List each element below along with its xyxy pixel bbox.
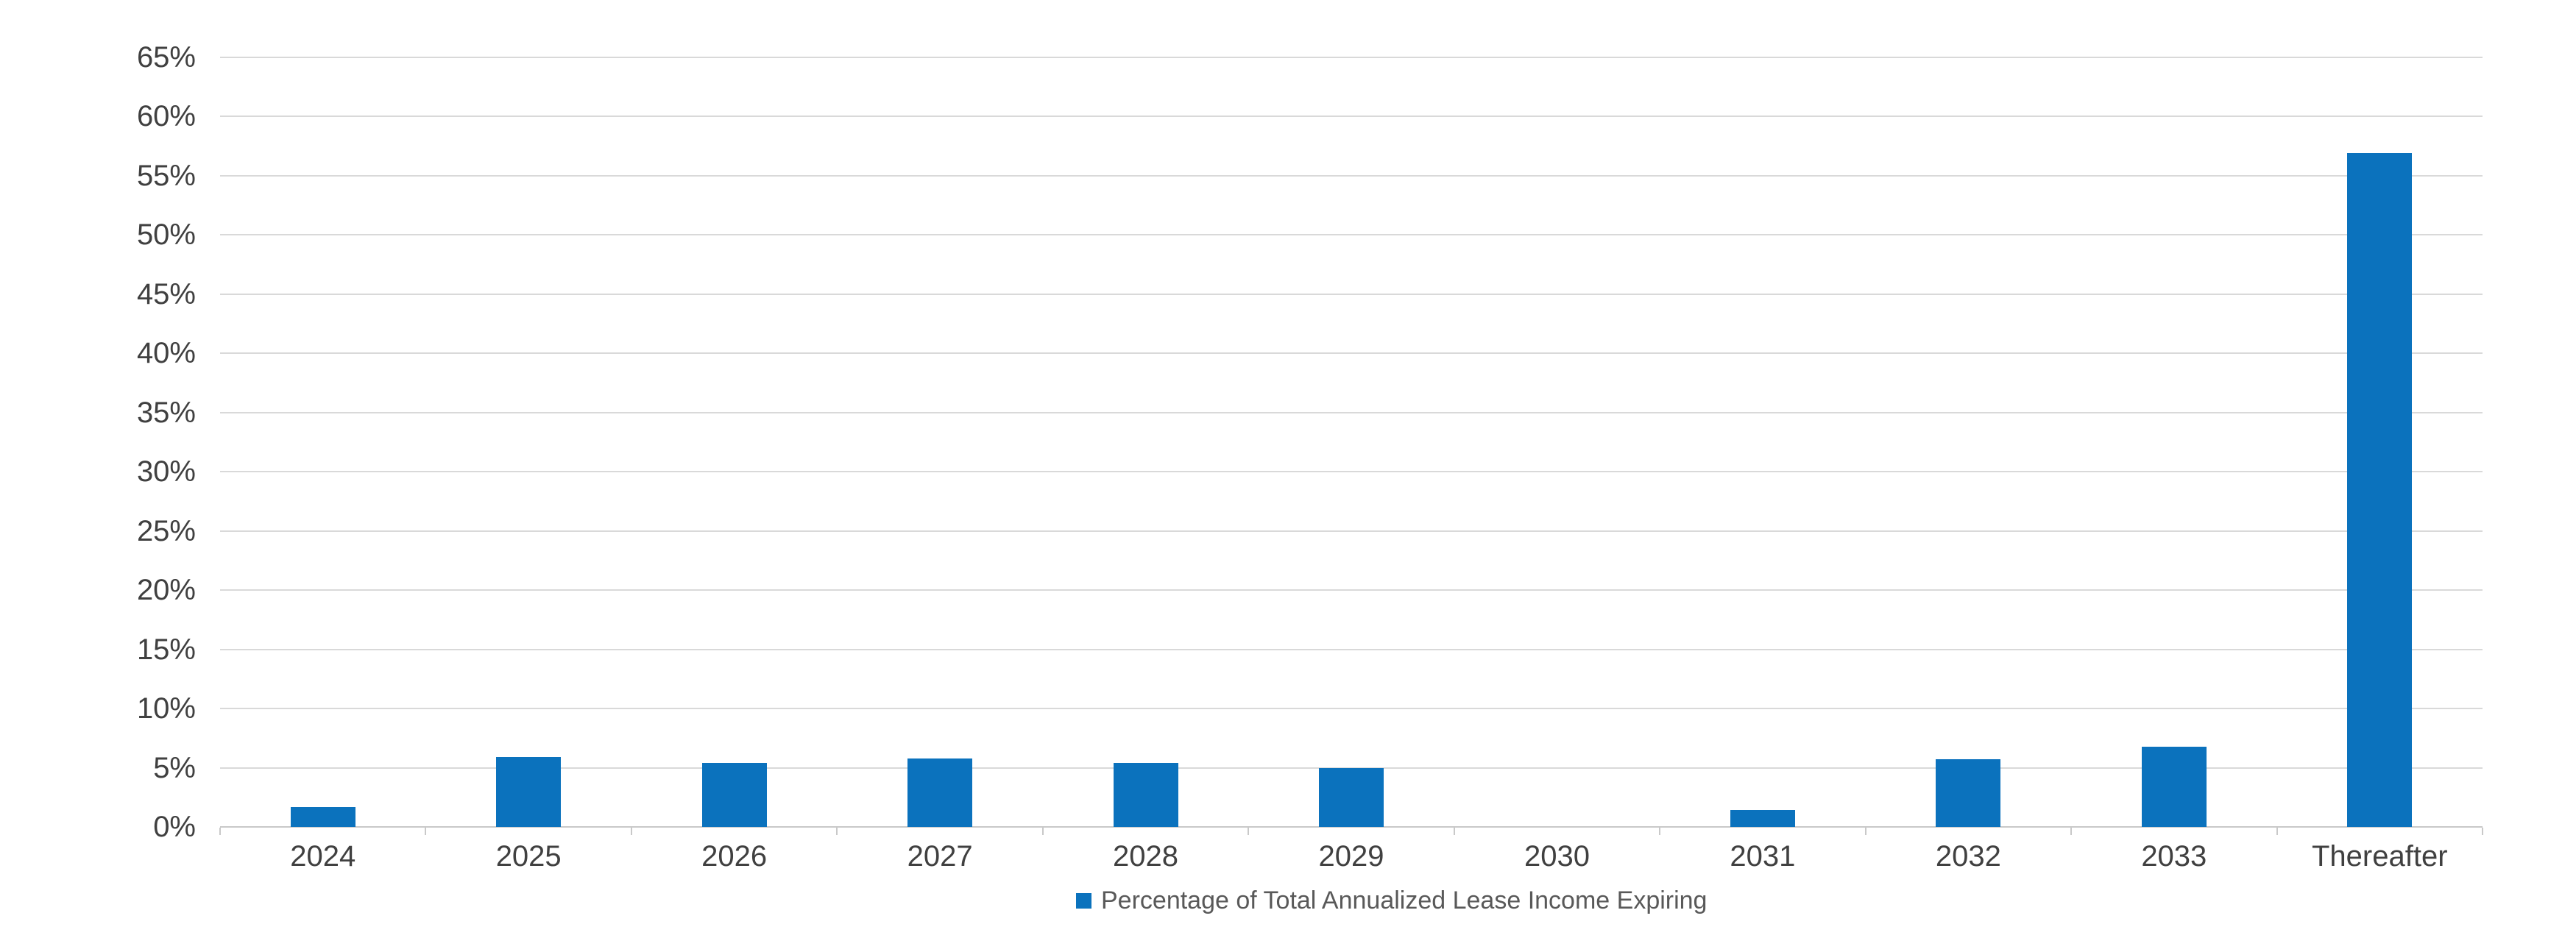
x-axis-tick-mark	[2482, 828, 2483, 835]
x-axis-tick-mark	[1659, 828, 1661, 835]
gridline-55%	[220, 174, 2483, 177]
x-axis-tick-mark	[630, 828, 632, 835]
bar-2028	[1113, 763, 1178, 827]
x-axis-tick-mark	[425, 828, 427, 835]
y-tick-label-15%: 15%	[136, 633, 196, 666]
x-axis-tick-mark	[2070, 828, 2073, 835]
x-axis-tick-mark	[1248, 828, 1250, 835]
y-tick-label-10%: 10%	[136, 692, 196, 725]
y-tick-label-0%: 0%	[153, 811, 196, 843]
bar-2026	[701, 763, 767, 827]
x-tick-label-2026: 2026	[701, 840, 768, 873]
bar-2027	[907, 758, 973, 827]
y-tick-label-50%: 50%	[136, 218, 196, 251]
y-tick-label-65%: 65%	[136, 40, 196, 74]
gridline-15%	[220, 648, 2483, 650]
y-tick-label-45%: 45%	[136, 277, 196, 310]
legend-swatch-icon	[1076, 892, 1091, 909]
x-tick-label-2029: 2029	[1318, 840, 1384, 873]
gridline-20%	[220, 589, 2483, 591]
y-tick-label-5%: 5%	[153, 751, 196, 784]
gridline-10%	[220, 708, 2483, 709]
x-tick-label-2032: 2032	[1935, 840, 2001, 873]
x-axis-tick-mark	[836, 828, 838, 835]
y-tick-label-35%: 35%	[136, 396, 196, 429]
bar-2029	[1319, 767, 1384, 827]
gridline-35%	[220, 411, 2483, 413]
gridline-45%	[220, 293, 2483, 295]
x-axis-tick-mark	[2276, 828, 2278, 835]
bar-2025	[496, 757, 562, 827]
gridline-50%	[220, 234, 2483, 235]
x-axis-tick-mark	[1041, 828, 1044, 835]
legend: Percentage of Total Annualized Lease Inc…	[1076, 884, 1707, 917]
gridline-30%	[220, 471, 2483, 472]
bar-2024	[290, 806, 355, 827]
bar-2033	[2141, 746, 2207, 827]
y-tick-label-20%: 20%	[136, 574, 196, 606]
x-axis-tick-mark	[1864, 828, 1866, 835]
x-tick-label-2033: 2033	[2141, 840, 2207, 873]
y-tick-label-40%: 40%	[136, 337, 196, 369]
gridline-25%	[220, 530, 2483, 532]
x-tick-label-2024: 2024	[290, 840, 356, 873]
y-tick-label-30%: 30%	[136, 455, 196, 488]
x-tick-label-Thereafter: Thereafter	[2311, 840, 2448, 873]
legend-series-label: Percentage of Total Annualized Lease Inc…	[1101, 886, 1708, 914]
bar-2032	[1936, 759, 2001, 827]
x-tick-label-2031: 2031	[1730, 840, 1796, 873]
x-tick-label-2025: 2025	[495, 840, 562, 873]
gridline-60%	[220, 116, 2483, 117]
x-tick-label-2028: 2028	[1113, 840, 1179, 873]
x-axis-tick-mark	[219, 828, 221, 835]
bar-2031	[1730, 810, 1795, 827]
x-tick-label-2030: 2030	[1524, 840, 1590, 873]
y-tick-label-60%: 60%	[136, 100, 196, 132]
y-tick-label-55%: 55%	[136, 159, 196, 192]
x-axis-tick-mark	[1453, 828, 1455, 835]
x-axis-line	[220, 826, 2483, 828]
y-tick-label-25%: 25%	[136, 514, 196, 547]
bar-Thereafter	[2347, 152, 2413, 827]
x-tick-label-2027: 2027	[907, 840, 973, 873]
gridline-65%	[220, 56, 2483, 58]
gridline-40%	[220, 352, 2483, 354]
